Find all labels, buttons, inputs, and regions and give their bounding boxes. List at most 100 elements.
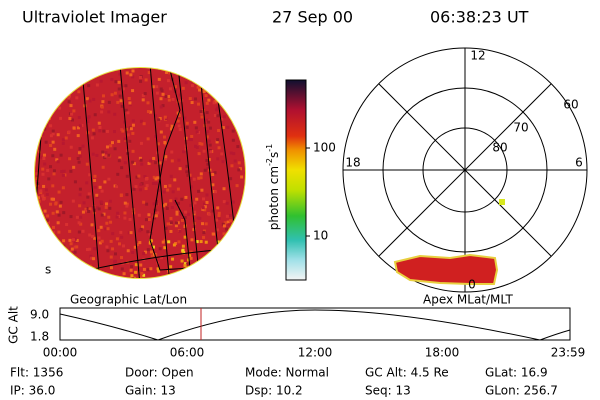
pixel <box>219 92 223 96</box>
status-field: IP: 36.0 <box>10 384 55 398</box>
pixel <box>229 72 233 76</box>
pixel <box>209 150 213 154</box>
pixel <box>222 224 226 228</box>
pixel <box>113 259 117 263</box>
status-field: Door: Open <box>125 366 194 380</box>
pixel <box>181 244 185 248</box>
pixel <box>100 277 104 278</box>
pixel <box>206 162 210 166</box>
pixel <box>235 184 239 188</box>
pixel <box>169 265 173 269</box>
pixel <box>52 231 56 235</box>
pixel <box>170 205 174 209</box>
pixel <box>117 139 121 143</box>
pixel <box>128 217 132 221</box>
pixel <box>240 247 244 251</box>
pixel <box>182 251 186 255</box>
pixel <box>169 127 173 131</box>
pixel <box>154 114 158 118</box>
pixel <box>36 272 40 276</box>
pixel <box>238 255 242 259</box>
pixel <box>204 222 208 226</box>
pixel <box>118 72 122 76</box>
pixel <box>196 85 200 89</box>
pixel <box>67 94 71 98</box>
pixel <box>95 83 99 87</box>
pixel <box>157 269 161 273</box>
pixel <box>90 136 94 140</box>
pixel <box>183 275 187 278</box>
pixel <box>131 160 135 164</box>
pixel <box>244 115 245 119</box>
status-field: Mode: Normal <box>245 366 329 380</box>
pixel <box>169 199 173 203</box>
pixel <box>238 75 242 79</box>
pixel <box>36 233 40 237</box>
time-tick-label: 00:00 <box>43 346 78 360</box>
pixel <box>202 197 206 201</box>
pixel <box>58 88 62 92</box>
pixel <box>35 140 39 144</box>
pixel <box>123 211 127 215</box>
pixel <box>198 73 202 77</box>
pixel <box>217 214 221 218</box>
pixel <box>38 242 42 246</box>
pixel <box>208 143 212 147</box>
pixel <box>75 245 79 249</box>
pixel <box>68 256 72 260</box>
pixel <box>142 273 146 277</box>
pixel <box>72 126 76 130</box>
pixel <box>70 81 74 85</box>
pixel <box>85 97 89 101</box>
pixel <box>112 130 116 134</box>
pixel <box>199 172 203 176</box>
status-field: GLat: 16.9 <box>485 366 548 380</box>
pixel <box>108 206 112 210</box>
pixel <box>85 209 89 213</box>
pixel <box>94 276 98 278</box>
pixel <box>219 91 223 95</box>
pixel <box>154 253 158 257</box>
pixel <box>101 150 105 154</box>
pixel <box>51 129 55 133</box>
pixel <box>223 245 227 249</box>
pixel <box>44 106 48 110</box>
pixel <box>201 207 205 211</box>
pixel <box>136 279 139 282</box>
pixel <box>167 94 171 98</box>
pixel <box>207 98 211 102</box>
pixel <box>71 118 75 122</box>
pixel <box>35 172 39 176</box>
pixel <box>159 87 163 91</box>
pixel <box>235 258 239 262</box>
pixel <box>240 247 244 251</box>
pixel <box>148 213 152 217</box>
pixel <box>190 84 194 88</box>
pixel <box>42 245 46 249</box>
pixel <box>69 215 73 219</box>
pixel <box>131 123 135 127</box>
pixel <box>236 112 240 116</box>
pixel <box>92 257 96 261</box>
pixel <box>243 214 245 218</box>
pixel <box>101 165 105 169</box>
pixel <box>44 228 48 232</box>
pixel <box>130 265 134 269</box>
alt-tick-label: 1.8 <box>30 330 49 344</box>
pixel <box>110 78 114 82</box>
pixel <box>97 229 101 233</box>
pixel <box>244 136 245 140</box>
pixel <box>223 268 227 272</box>
pixel <box>67 96 71 100</box>
pixel <box>131 89 135 93</box>
pixel <box>171 97 175 101</box>
pixel <box>99 79 103 83</box>
pixel <box>233 247 237 251</box>
pixel <box>197 69 201 73</box>
pixel <box>72 238 76 242</box>
pixel <box>76 156 80 160</box>
pixel <box>166 222 170 226</box>
pixel <box>130 274 134 278</box>
pixel <box>240 217 244 221</box>
pixel <box>206 130 210 134</box>
